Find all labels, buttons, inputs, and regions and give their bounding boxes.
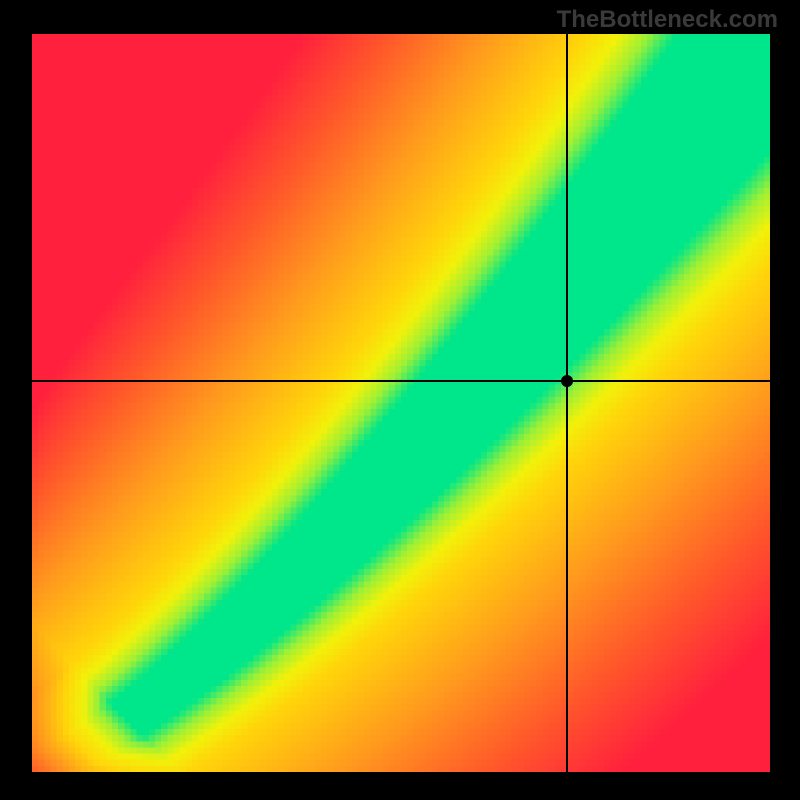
bottleneck-heatmap — [32, 34, 770, 772]
chart-stage: TheBottleneck.com — [0, 0, 800, 800]
watermark-text: TheBottleneck.com — [557, 6, 778, 34]
